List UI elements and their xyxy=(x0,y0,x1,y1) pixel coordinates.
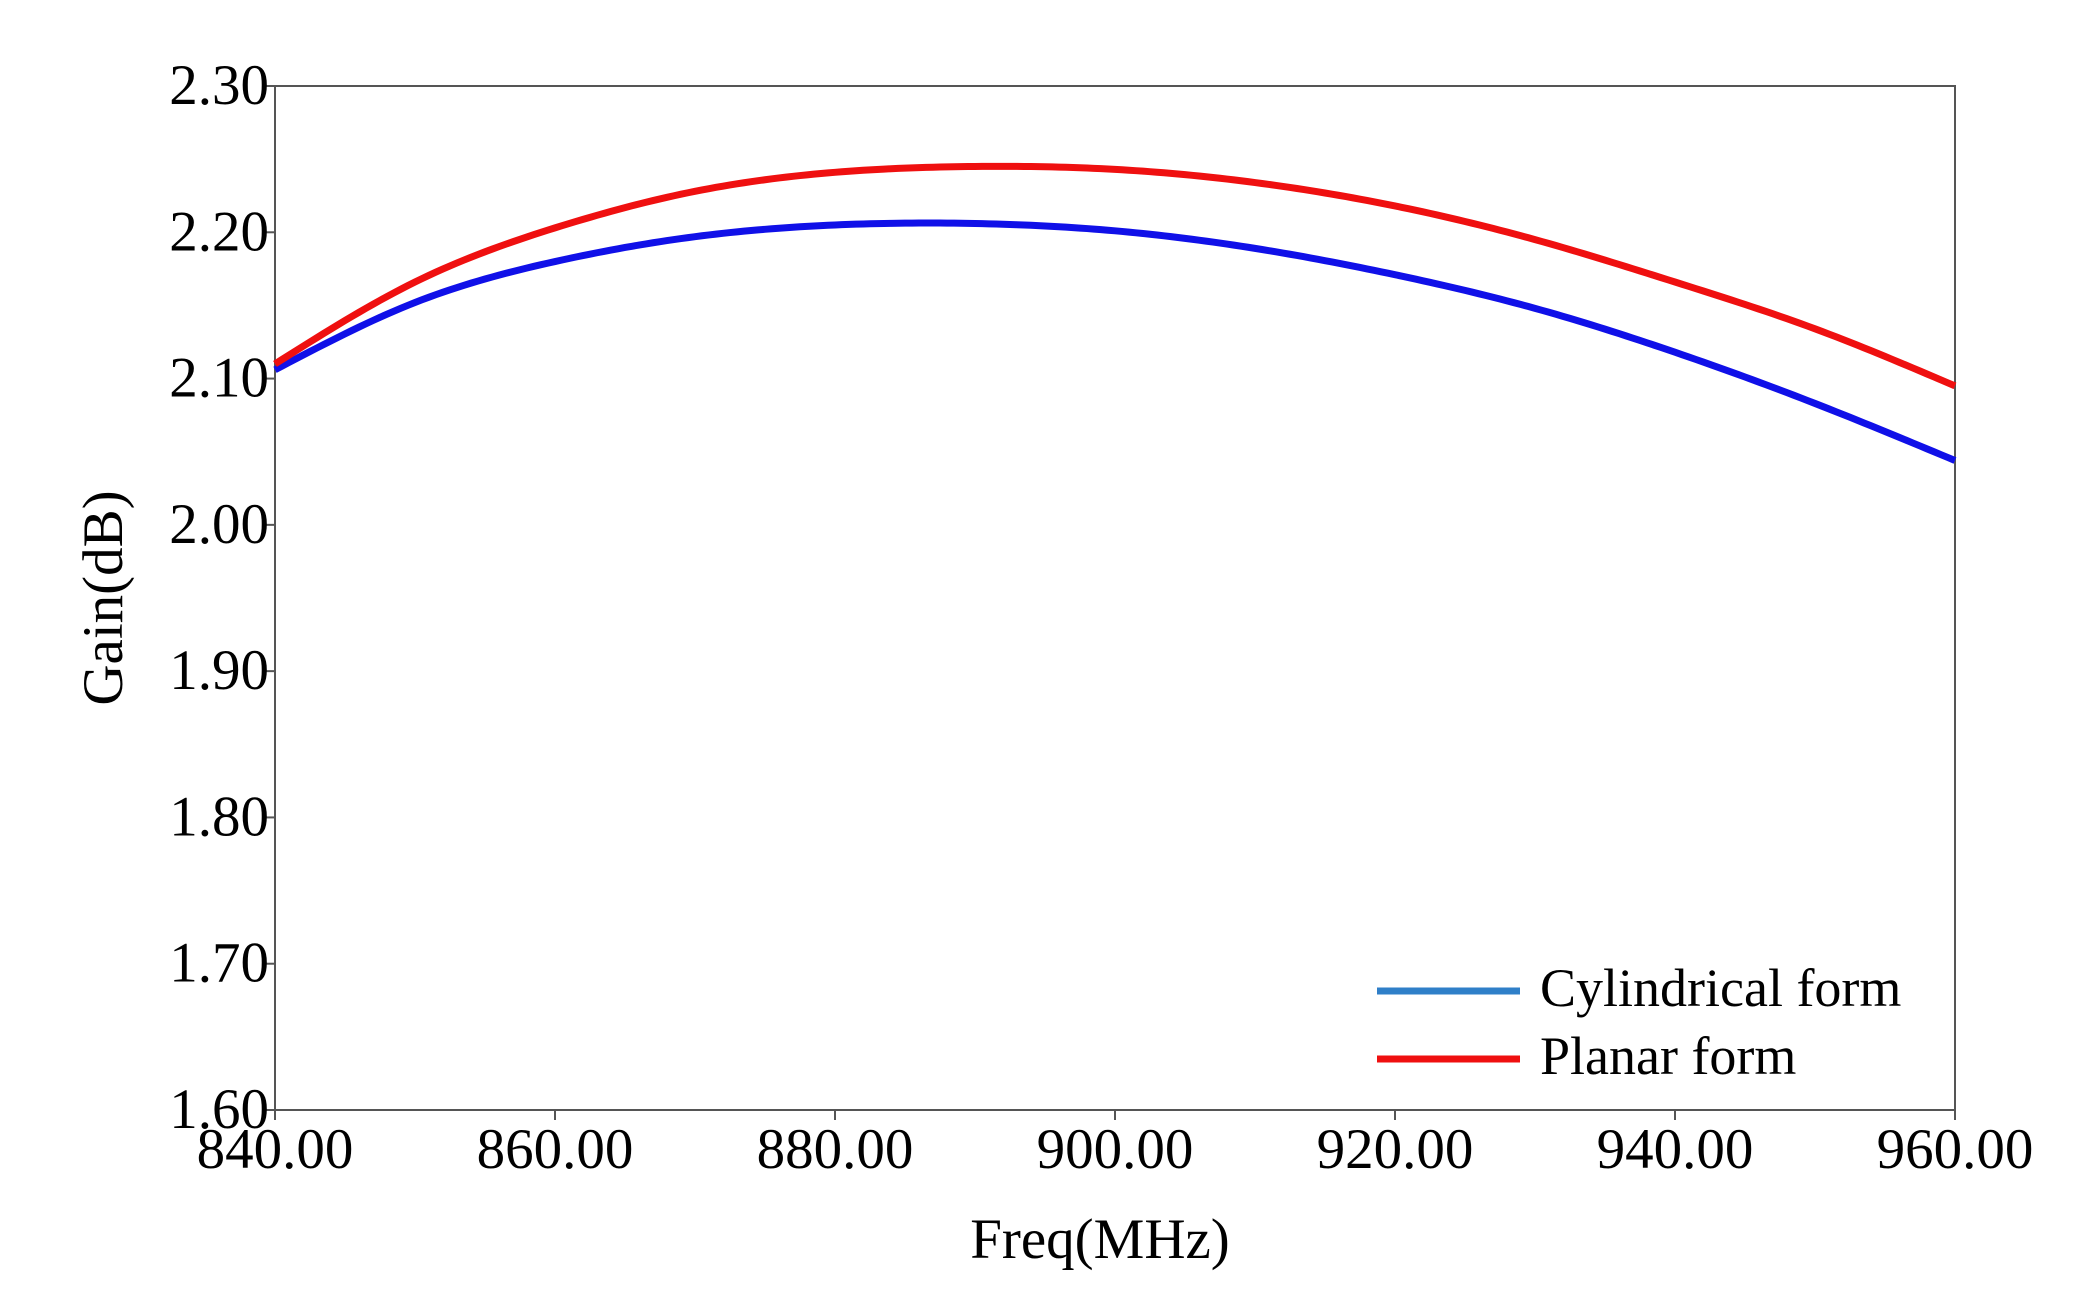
x-tick-label: 960.00 xyxy=(1877,1118,2034,1181)
y-tick-label: 2.20 xyxy=(169,200,269,263)
y-tick-label: 1.80 xyxy=(169,785,269,848)
y-axis-ticks: 1.60 1.70 1.80 1.90 2.00 2.10 2.20 2.30 xyxy=(169,54,275,1141)
x-axis-ticks: 840.00 860.00 880.00 900.00 920.00 940.00 960.… xyxy=(197,1110,2034,1181)
x-tick-label: 840.00 xyxy=(197,1118,354,1181)
legend-label: Planar form xyxy=(1540,1026,1796,1086)
y-tick-label: 2.00 xyxy=(169,493,269,556)
y-tick-label: 2.10 xyxy=(169,347,269,410)
x-tick-label: 940.00 xyxy=(1597,1118,1754,1181)
x-tick-label: 880.00 xyxy=(757,1118,914,1181)
series-layer xyxy=(273,162,1957,464)
series-line-planar-form xyxy=(273,162,1957,390)
x-tick-label: 900.00 xyxy=(1037,1118,1194,1181)
x-tick-label: 860.00 xyxy=(477,1118,634,1181)
series-line-cylindrical-form xyxy=(273,219,1957,464)
y-axis-title: Gain(dB) xyxy=(72,490,135,705)
legend: Cylindrical form Planar form xyxy=(1377,958,1901,1086)
legend-label: Cylindrical form xyxy=(1540,958,1901,1018)
y-tick-label: 1.90 xyxy=(169,639,269,702)
y-tick-label: 1.70 xyxy=(169,932,269,995)
y-tick-label: 1.60 xyxy=(169,1078,269,1141)
y-tick-label: 2.30 xyxy=(169,54,269,117)
x-tick-label: 920.00 xyxy=(1317,1118,1474,1181)
x-axis-title: Freq(MHz) xyxy=(970,1208,1230,1271)
